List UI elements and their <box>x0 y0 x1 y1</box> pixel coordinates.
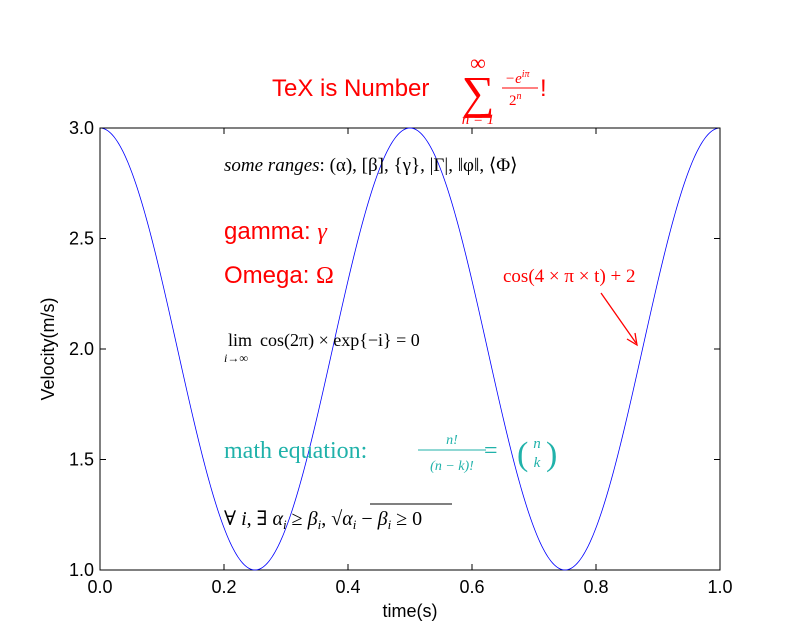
x-axis-ticks: 0.0 0.2 0.4 0.6 0.8 1.0 <box>87 128 733 597</box>
omega-symbol: Ω <box>316 263 334 289</box>
y-tick-label: 3.0 <box>69 118 94 138</box>
x-axis-label: time(s) <box>383 601 438 621</box>
equation-paren-open: ( <box>517 436 528 473</box>
chart-title: TeX is Number ∞ ∑ n = 1 −eiπ 2n ! <box>272 50 547 128</box>
title-sum-lower: n = 1 <box>462 112 495 128</box>
equation-frac-num: n! <box>446 433 458 448</box>
y-axis-label: Velocity(m/s) <box>38 297 58 400</box>
annotation-arrow: cos(4 × π × t) + 2 <box>503 266 638 347</box>
gamma-label: gamma: <box>224 218 317 245</box>
series-line <box>99 127 721 571</box>
x-tick-label: 0.4 <box>335 577 360 597</box>
title-den-base: 2 <box>509 93 517 109</box>
forall-tail: ≥ 0 <box>391 508 422 530</box>
ranges-label: some ranges <box>224 155 320 176</box>
forall-alpha: α <box>273 508 284 530</box>
annotation-math-equation: math equation: n! (n − k)! = ( n k ) <box>224 433 557 474</box>
ranges-sep: : <box>320 155 330 176</box>
equation-binom-bottom: k <box>534 455 541 471</box>
forall-sqrt: √ <box>331 508 342 530</box>
y-tick-label: 2.5 <box>69 229 94 249</box>
equation-sep: : <box>361 438 368 464</box>
title-prefix: TeX is Number <box>272 75 429 102</box>
y-axis-ticks: 1.0 1.5 2.0 2.5 3.0 <box>69 118 720 580</box>
forall-minus: − <box>356 508 377 530</box>
title-num-base: −e <box>505 71 522 87</box>
limit-lim: lim <box>228 330 252 350</box>
arrow-head <box>626 332 638 347</box>
equation-label: math equation: <box>224 438 367 464</box>
y-tick-label: 2.0 <box>69 339 94 359</box>
plot-area <box>99 127 721 571</box>
equation-equals: = <box>484 438 498 464</box>
forall-var: i <box>241 508 247 530</box>
equation-frac-den: (n − k)! <box>430 459 474 474</box>
title-sum-symbol: ∑ <box>462 67 495 118</box>
forall-beta: β <box>307 508 318 530</box>
equation-binom-top: n <box>533 436 541 452</box>
forall-comma: , <box>321 508 331 530</box>
forall-mid: , ∃ <box>247 508 273 530</box>
x-tick-label: 0.0 <box>87 577 112 597</box>
forall-prefix: ∀ <box>224 508 241 530</box>
y-tick-label: 1.0 <box>69 560 94 580</box>
title-fraction-numerator: −eiπ <box>505 69 531 87</box>
forall-alpha-sub: i <box>283 517 287 532</box>
forall-beta-sub: i <box>318 517 322 532</box>
annotation-limit: lim i→∞ cos(2π) × exp{−i} = 0 <box>224 330 420 365</box>
annotation-omega: Omega: Ω <box>224 262 334 289</box>
y-tick-label: 1.5 <box>69 450 94 470</box>
title-fraction-denominator: 2n <box>509 91 522 109</box>
ranges-content: (α), [β], {γ}, |Γ|, ‖φ‖, ⟨Φ⟩ <box>330 155 518 176</box>
gamma-symbol: γ <box>317 219 327 245</box>
arrow-label: cos(4 × π × t) + 2 <box>503 266 636 287</box>
forall-alpha2: α <box>342 508 353 530</box>
annotation-forall: ∀ i, ∃ αi ≥ βi, √αi − βi ≥ 0 <box>224 503 452 532</box>
limit-subscript: i→∞ <box>224 351 248 365</box>
x-tick-label: 0.8 <box>583 577 608 597</box>
x-tick-label: 0.2 <box>211 577 236 597</box>
annotation-gamma: gamma: γ <box>224 218 327 245</box>
arrow-line <box>600 292 637 344</box>
forall-beta2-sub: i <box>388 517 392 532</box>
limit-expression: cos(2π) × exp{−i} = 0 <box>260 330 420 351</box>
equation-text: math equation <box>224 438 361 464</box>
forall-ge: ≥ <box>287 508 308 530</box>
forall-alpha2-sub: i <box>353 517 357 532</box>
forall-text: ∀ i, ∃ αi ≥ βi, √αi − βi ≥ 0 <box>224 508 422 532</box>
forall-beta2: β <box>377 508 388 530</box>
title-suffix: ! <box>540 75 547 102</box>
title-num-exp: iπ <box>522 69 531 80</box>
annotation-ranges: some ranges: (α), [β], {γ}, |Γ|, ‖φ‖, ⟨Φ… <box>224 155 518 176</box>
omega-label: Omega: <box>224 262 316 289</box>
x-tick-label: 1.0 <box>707 577 732 597</box>
title-sum-upper: ∞ <box>470 50 486 75</box>
x-tick-label: 0.6 <box>459 577 484 597</box>
title-den-exp: n <box>517 91 522 102</box>
equation-paren-close: ) <box>546 436 557 473</box>
